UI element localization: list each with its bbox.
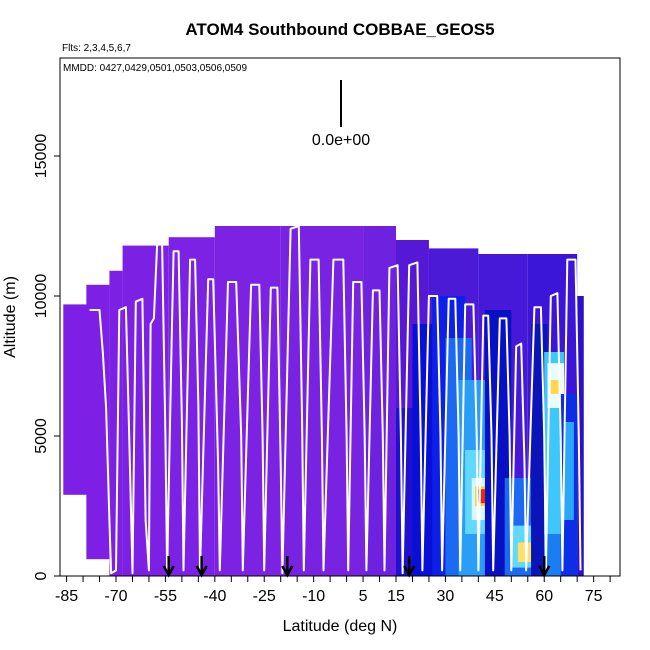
arrow-markers — [162, 556, 551, 578]
x-tick-label: -40 — [203, 588, 226, 605]
y-tick-label: 15000 — [33, 134, 50, 179]
x-tick-label: 60 — [535, 588, 553, 605]
x-tick-label: -55 — [154, 588, 177, 605]
arrow-head — [162, 565, 175, 578]
heatmap-cell — [564, 422, 574, 520]
dates-label: MMDD: 0427,0429,0501,0503,0506,0509 — [63, 63, 247, 74]
x-tick-label: 30 — [437, 588, 455, 605]
flight-track-line — [89, 225, 582, 575]
x-axis: -85 -70 -55 -40 -25 -10 5 15 30 45 60 75 — [55, 576, 611, 605]
arrow-head — [403, 565, 416, 578]
chart-title: ATOM4 Southbound COBBAE_GEOS5 — [185, 20, 494, 39]
x-tick-label: 45 — [486, 588, 504, 605]
heatmap-column — [577, 296, 584, 576]
plot-frame — [59, 57, 621, 577]
x-tick-label: 75 — [585, 588, 603, 605]
scale-annotation: 0.0e+00 — [312, 132, 370, 149]
flights-label: Flts: 2,3,4,5,6,7 — [62, 43, 131, 54]
flight-track-layer — [89, 225, 582, 575]
arrow-head — [538, 565, 551, 578]
y-tick-label: 5000 — [33, 418, 50, 454]
x-tick-label: -85 — [55, 588, 78, 605]
heatmap-cell — [478, 489, 485, 504]
x-axis-label: Latitude (deg N) — [283, 618, 398, 635]
x-tick-label: 15 — [387, 588, 405, 605]
heatmap-cell — [550, 380, 561, 394]
y-tick-label: 10000 — [33, 274, 50, 319]
y-axis: 0 5000 10000 15000 — [33, 134, 60, 580]
x-tick-label: 5 — [359, 588, 368, 605]
x-tick-label: -10 — [302, 588, 325, 605]
y-tick-label: 0 — [33, 571, 50, 580]
heatmap-column — [63, 304, 90, 495]
y-axis-label: Altitude (m) — [2, 276, 19, 358]
heatmap-cell — [517, 542, 532, 562]
arrow-head — [281, 565, 294, 578]
arrow-head — [195, 565, 208, 578]
x-tick-label: -70 — [104, 588, 127, 605]
x-tick-label: -25 — [253, 588, 276, 605]
